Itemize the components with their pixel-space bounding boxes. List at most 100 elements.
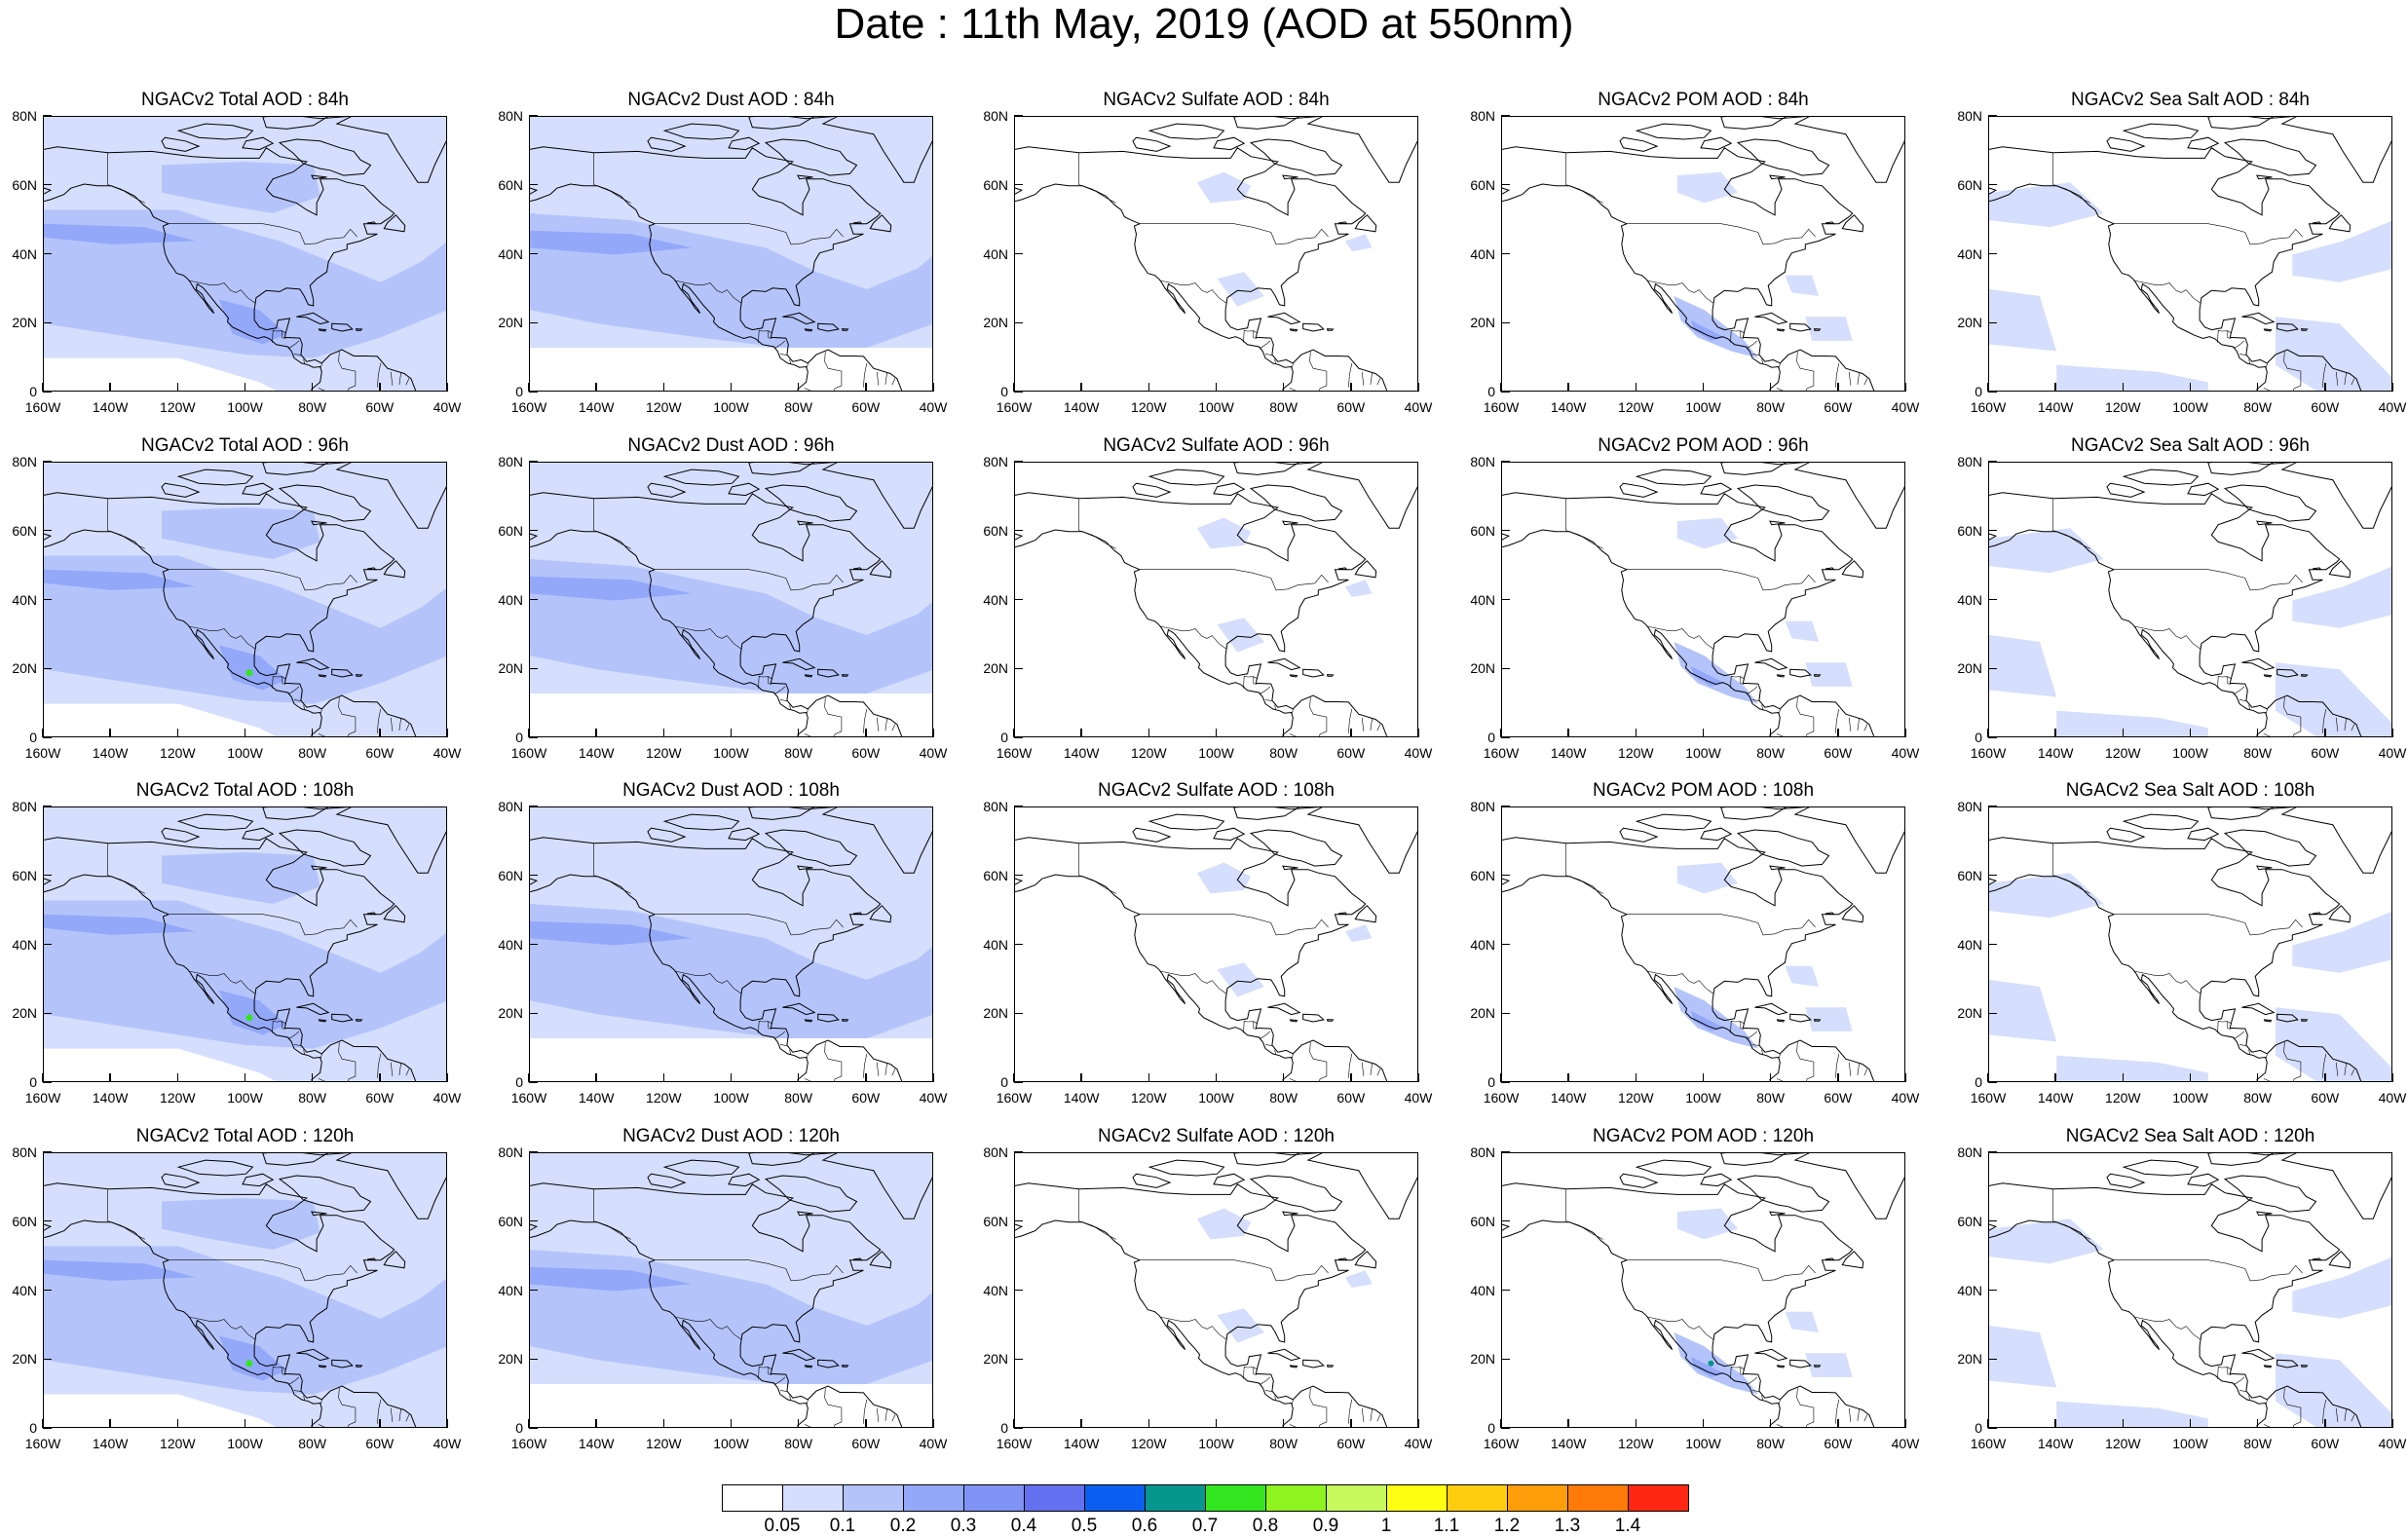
coastline-island — [2241, 1002, 2276, 1016]
panel-title: NGACv2 Dust AOD : 108h — [622, 780, 840, 801]
coastline-island — [817, 322, 840, 332]
aod-plume — [2056, 364, 2208, 391]
coastline-north-america — [530, 146, 903, 391]
x-tick-label: 100W — [1685, 399, 1721, 415]
x-tick-mark — [932, 383, 934, 392]
coastline-north-america — [1502, 492, 1875, 736]
country-border — [1243, 675, 1258, 689]
x-tick-mark — [1769, 383, 1772, 392]
x-tick-label: 80W — [784, 1090, 813, 1106]
y-tick-label: 80N — [12, 454, 37, 469]
aod-plume — [162, 1198, 320, 1250]
aod-plume — [1989, 979, 2057, 1042]
coastline-baffin — [764, 484, 858, 522]
x-tick-mark — [2256, 1419, 2259, 1428]
coastline-baffin — [2223, 138, 2317, 176]
aod-plume — [530, 1266, 692, 1292]
y-tick-label: 20N — [983, 1351, 1008, 1368]
x-tick-mark — [1567, 729, 1569, 737]
x-tick-mark — [1148, 729, 1150, 737]
country-border — [758, 329, 772, 343]
map-panel-seasalt — [1988, 116, 2392, 392]
y-tick-label: 40N — [983, 245, 1008, 262]
x-tick-label: 140W — [2037, 745, 2074, 761]
y-tick-label: 60N — [1957, 867, 1982, 883]
y-tick-mark — [1014, 1081, 1023, 1083]
coastline-island — [1769, 520, 1786, 526]
x-tick-label: 100W — [227, 399, 263, 415]
coastline-arctic-island — [662, 1159, 740, 1177]
y-tick-label: 80N — [983, 799, 1008, 814]
coastline-arctic-island — [262, 1153, 329, 1166]
y-tick-mark — [529, 1358, 538, 1360]
y-tick-label: 20N — [1957, 660, 1982, 677]
coastline-greenland — [1793, 463, 1904, 529]
coastline-baffin — [1736, 484, 1830, 522]
y-tick-mark — [1014, 1151, 1023, 1153]
country-border — [1361, 371, 1365, 386]
country-border — [804, 733, 811, 736]
country-border — [1740, 331, 1745, 339]
x-tick-label: 140W — [92, 1090, 129, 1106]
y-tick-label: 80N — [12, 799, 37, 814]
y-tick-mark — [1501, 115, 1510, 117]
coastline-island — [817, 1359, 840, 1368]
map-panel-dust — [529, 116, 933, 392]
x-tick-mark — [528, 383, 530, 392]
x-tick-label: 100W — [2172, 1436, 2208, 1451]
map-canvas — [44, 463, 446, 736]
country-border — [807, 1399, 809, 1405]
panel-title: NGACv2 POM AOD : 108h — [1592, 780, 1815, 801]
aod-plume — [2276, 662, 2391, 736]
aod-plume — [1196, 1208, 1252, 1240]
x-tick-mark — [730, 729, 733, 737]
country-border — [824, 1041, 843, 1081]
y-tick-mark — [529, 252, 538, 255]
coastline-island — [1813, 1019, 1822, 1022]
aod-plume — [1196, 517, 1252, 549]
coastline-island — [355, 328, 363, 331]
coastline-island — [1813, 674, 1822, 677]
aod-plume — [44, 1048, 277, 1081]
coastline-arctic-island — [1635, 813, 1712, 831]
y-tick-mark — [1988, 1081, 1997, 1083]
x-tick-label: 140W — [578, 745, 615, 761]
country-border — [2263, 733, 2271, 736]
coastline-arctic-island — [2122, 123, 2200, 140]
country-border — [2248, 1395, 2250, 1401]
country-border — [1264, 354, 1272, 356]
aod-plume — [218, 1335, 286, 1381]
coastline-arctic-island — [242, 136, 275, 151]
coastline-island — [296, 1002, 330, 1016]
country-border — [2114, 223, 2303, 245]
y-tick-label: 20N — [1957, 1005, 1982, 1022]
country-border — [2351, 724, 2355, 731]
x-tick-label: 100W — [2172, 745, 2208, 761]
country-border — [1744, 686, 1758, 694]
x-tick-label: 100W — [227, 1090, 263, 1106]
x-tick-mark — [1282, 1419, 1285, 1428]
aod-plume — [1785, 1311, 1820, 1332]
coastline-baffin — [2223, 1175, 2317, 1213]
x-tick-mark — [311, 383, 314, 392]
aod-plume — [1674, 1332, 1758, 1395]
y-tick-label: 60N — [498, 176, 523, 193]
coastline-island — [1825, 912, 1835, 916]
y-tick-mark — [1988, 321, 1997, 323]
country-border — [2344, 718, 2347, 731]
coastline-arctic-island — [1132, 482, 1172, 498]
aod-plume — [2292, 220, 2391, 282]
coastline-greenland — [1793, 117, 1904, 183]
x-tick-mark — [1350, 729, 1352, 737]
coastline-island — [1789, 322, 1812, 332]
colorbar-swatch — [782, 1484, 844, 1512]
x-tick-label: 80W — [1269, 399, 1298, 415]
panel-title: NGACv2 Total AOD : 84h — [141, 90, 349, 110]
x-tick-label: 60W — [1336, 1436, 1366, 1451]
coastline-island — [852, 567, 863, 571]
colorbar-label: 0.6 — [1131, 1516, 1158, 1536]
coastline-baffin — [2223, 829, 2317, 867]
coastline-arctic-island — [662, 469, 740, 486]
country-border — [1751, 699, 1759, 701]
coastline-island — [817, 1013, 840, 1023]
